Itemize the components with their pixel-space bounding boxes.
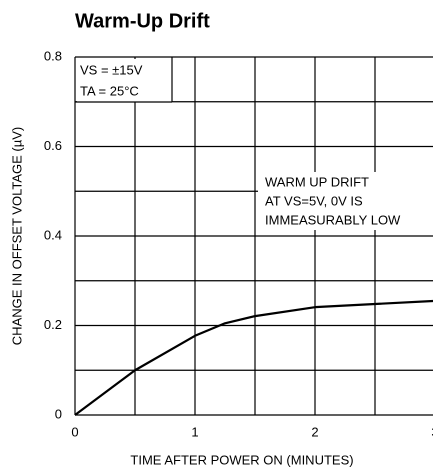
annotation: AT VS=5V, 0V IS — [265, 193, 363, 208]
annotation-box — [77, 59, 172, 102]
chart-title: Warm-Up Drift — [75, 10, 210, 32]
x-tick-label: 2 — [311, 424, 318, 439]
x-tick-label: 0 — [71, 424, 78, 439]
y-axis-label: CHANGE IN OFFSET VOLTAGE (µV) — [9, 127, 24, 345]
annotation: WARM UP DRIFT — [265, 174, 369, 189]
x-tick-label: 1 — [191, 424, 198, 439]
x-axis-label: TIME AFTER POWER ON (MINUTES) — [130, 452, 353, 467]
annotation: TA = 25°C — [80, 83, 139, 98]
y-tick-label: 0.4 — [44, 227, 62, 242]
annotation: IMMEASURABLY LOW — [265, 212, 401, 227]
annotation-box — [258, 172, 433, 230]
y-tick-label: 0.2 — [44, 317, 62, 332]
line — [74, 299, 433, 416]
y-tick-label: 0.6 — [44, 138, 62, 153]
annotation: VS = ±15V — [80, 62, 143, 77]
y-tick-label: 0.8 — [44, 48, 62, 63]
y-tick-label: 0 — [55, 406, 62, 421]
x-tick-label: 3 — [431, 424, 433, 439]
